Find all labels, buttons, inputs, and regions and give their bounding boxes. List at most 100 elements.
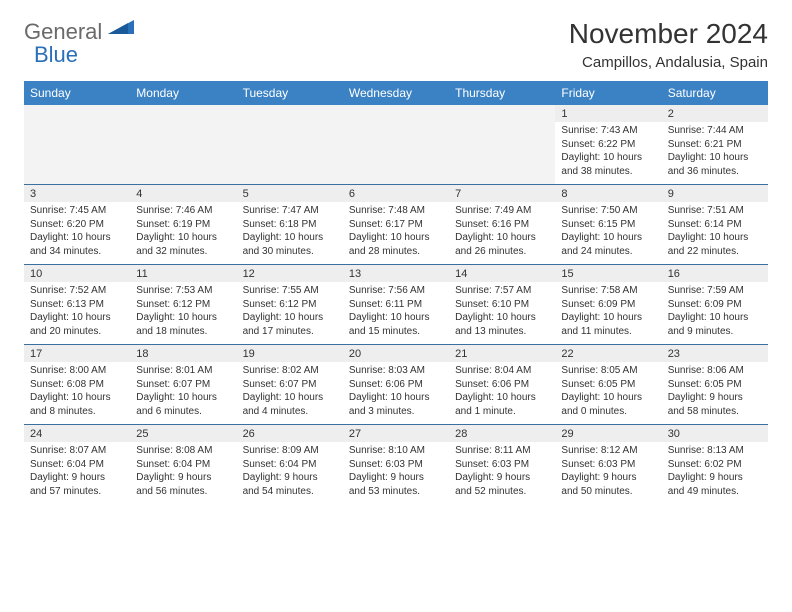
sunset-text: Sunset: 6:12 PM [136,298,230,312]
location: Campillos, Andalusia, Spain [569,54,768,71]
day-number [343,105,449,122]
header: General November 2024 Campillos, Andalus… [24,18,768,71]
title-block: November 2024 Campillos, Andalusia, Spai… [569,18,768,71]
dayhead-thu: Thursday [449,81,555,105]
daylight-text: Daylight: 10 hours and 11 minutes. [561,311,655,338]
day-number: 29 [555,425,661,443]
sunrise-text: Sunrise: 7:43 AM [561,124,655,138]
sunset-text: Sunset: 6:05 PM [668,378,762,392]
sunset-text: Sunset: 6:08 PM [30,378,124,392]
day-cell: Sunrise: 7:53 AMSunset: 6:12 PMDaylight:… [130,282,236,345]
sunrise-text: Sunrise: 8:12 AM [561,444,655,458]
daynum-row: 17181920212223 [24,345,768,363]
day-cell: Sunrise: 7:56 AMSunset: 6:11 PMDaylight:… [343,282,449,345]
logo-triangle-icon [108,18,134,39]
day-number [24,105,130,122]
sunrise-text: Sunrise: 7:46 AM [136,204,230,218]
day-cell: Sunrise: 7:43 AMSunset: 6:22 PMDaylight:… [555,122,661,185]
daylight-text: Daylight: 10 hours and 24 minutes. [561,231,655,258]
sunset-text: Sunset: 6:18 PM [243,218,337,232]
daylight-text: Daylight: 10 hours and 34 minutes. [30,231,124,258]
day-cell: Sunrise: 7:49 AMSunset: 6:16 PMDaylight:… [449,202,555,265]
day-cell: Sunrise: 7:45 AMSunset: 6:20 PMDaylight:… [24,202,130,265]
day-number: 11 [130,265,236,283]
sunset-text: Sunset: 6:22 PM [561,138,655,152]
sunrise-text: Sunrise: 8:04 AM [455,364,549,378]
sunrise-text: Sunrise: 7:45 AM [30,204,124,218]
day-cell: Sunrise: 7:52 AMSunset: 6:13 PMDaylight:… [24,282,130,345]
logo-text-general: General [24,19,102,45]
sunset-text: Sunset: 6:04 PM [30,458,124,472]
day-cell: Sunrise: 8:12 AMSunset: 6:03 PMDaylight:… [555,442,661,504]
daynum-row: 24252627282930 [24,425,768,443]
sunrise-text: Sunrise: 7:57 AM [455,284,549,298]
daylight-text: Daylight: 9 hours and 50 minutes. [561,471,655,498]
sunset-text: Sunset: 6:21 PM [668,138,762,152]
day-number: 9 [662,185,768,203]
day-cell: Sunrise: 8:01 AMSunset: 6:07 PMDaylight:… [130,362,236,425]
day-cell [130,122,236,185]
day-number: 26 [237,425,343,443]
day-cell: Sunrise: 8:03 AMSunset: 6:06 PMDaylight:… [343,362,449,425]
sunrise-text: Sunrise: 7:50 AM [561,204,655,218]
daylight-text: Daylight: 10 hours and 17 minutes. [243,311,337,338]
daylight-text: Daylight: 10 hours and 36 minutes. [668,151,762,178]
sunrise-text: Sunrise: 7:53 AM [136,284,230,298]
day-cell: Sunrise: 7:55 AMSunset: 6:12 PMDaylight:… [237,282,343,345]
daylight-text: Daylight: 10 hours and 26 minutes. [455,231,549,258]
sunrise-text: Sunrise: 7:56 AM [349,284,443,298]
day-number: 14 [449,265,555,283]
daylight-text: Daylight: 10 hours and 13 minutes. [455,311,549,338]
daylight-text: Daylight: 9 hours and 54 minutes. [243,471,337,498]
detail-row: Sunrise: 7:52 AMSunset: 6:13 PMDaylight:… [24,282,768,345]
day-cell: Sunrise: 8:00 AMSunset: 6:08 PMDaylight:… [24,362,130,425]
sunset-text: Sunset: 6:09 PM [668,298,762,312]
sunrise-text: Sunrise: 8:13 AM [668,444,762,458]
sunrise-text: Sunrise: 8:10 AM [349,444,443,458]
daylight-text: Daylight: 10 hours and 9 minutes. [668,311,762,338]
sunset-text: Sunset: 6:03 PM [349,458,443,472]
day-number [130,105,236,122]
sunset-text: Sunset: 6:19 PM [136,218,230,232]
day-number: 7 [449,185,555,203]
daynum-row: 3456789 [24,185,768,203]
day-cell: Sunrise: 7:50 AMSunset: 6:15 PMDaylight:… [555,202,661,265]
calendar-body: 12Sunrise: 7:43 AMSunset: 6:22 PMDayligh… [24,105,768,504]
daylight-text: Daylight: 10 hours and 20 minutes. [30,311,124,338]
day-cell: Sunrise: 8:05 AMSunset: 6:05 PMDaylight:… [555,362,661,425]
day-cell: Sunrise: 8:11 AMSunset: 6:03 PMDaylight:… [449,442,555,504]
day-number: 22 [555,345,661,363]
logo: General [24,18,138,45]
day-cell: Sunrise: 8:06 AMSunset: 6:05 PMDaylight:… [662,362,768,425]
daylight-text: Daylight: 10 hours and 15 minutes. [349,311,443,338]
daylight-text: Daylight: 9 hours and 57 minutes. [30,471,124,498]
day-number: 24 [24,425,130,443]
daylight-text: Daylight: 10 hours and 32 minutes. [136,231,230,258]
daylight-text: Daylight: 9 hours and 49 minutes. [668,471,762,498]
logo-blue-wrap: Blue [34,42,78,68]
sunset-text: Sunset: 6:17 PM [349,218,443,232]
day-number: 10 [24,265,130,283]
day-cell: Sunrise: 8:07 AMSunset: 6:04 PMDaylight:… [24,442,130,504]
sunset-text: Sunset: 6:06 PM [455,378,549,392]
sunrise-text: Sunrise: 7:48 AM [349,204,443,218]
sunrise-text: Sunrise: 8:07 AM [30,444,124,458]
day-cell: Sunrise: 7:48 AMSunset: 6:17 PMDaylight:… [343,202,449,265]
sunset-text: Sunset: 6:07 PM [136,378,230,392]
sunrise-text: Sunrise: 8:01 AM [136,364,230,378]
day-cell: Sunrise: 8:02 AMSunset: 6:07 PMDaylight:… [237,362,343,425]
dayhead-fri: Friday [555,81,661,105]
detail-row: Sunrise: 8:07 AMSunset: 6:04 PMDaylight:… [24,442,768,504]
sunrise-text: Sunrise: 8:05 AM [561,364,655,378]
sunset-text: Sunset: 6:20 PM [30,218,124,232]
day-number: 1 [555,105,661,122]
sunset-text: Sunset: 6:12 PM [243,298,337,312]
sunset-text: Sunset: 6:13 PM [30,298,124,312]
day-cell: Sunrise: 7:44 AMSunset: 6:21 PMDaylight:… [662,122,768,185]
dayhead-sat: Saturday [662,81,768,105]
daylight-text: Daylight: 10 hours and 18 minutes. [136,311,230,338]
sunset-text: Sunset: 6:16 PM [455,218,549,232]
calendar-table: Sunday Monday Tuesday Wednesday Thursday… [24,81,768,504]
day-cell: Sunrise: 7:58 AMSunset: 6:09 PMDaylight:… [555,282,661,345]
day-number: 3 [24,185,130,203]
